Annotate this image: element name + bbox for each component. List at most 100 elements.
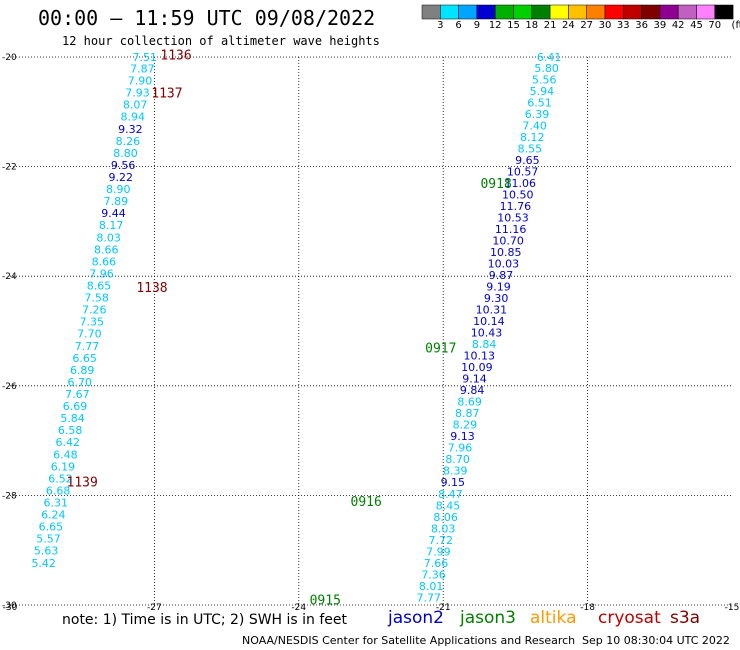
colorbar-tick-label: 15 (507, 20, 520, 31)
pass-id-label: 0917 (425, 341, 456, 356)
wave-height-value: 6.65 (72, 352, 97, 365)
wave-height-value: 7.35 (80, 316, 105, 329)
colorbar-swatch (623, 4, 642, 20)
wave-height-value: 8.69 (457, 396, 482, 409)
wave-height-value: 9.22 (108, 171, 133, 184)
wave-height-value: 6.48 (53, 448, 78, 461)
colorbar-swatch (549, 4, 569, 20)
wave-height-value: 7.93 (125, 87, 150, 100)
wave-height-value: 8.26 (116, 135, 141, 148)
colorbar-tick-label: 3 (437, 20, 444, 31)
pass-id-label: 1137 (151, 87, 182, 102)
legend-entry-jason2: jason2 (388, 608, 444, 628)
wave-height-value: 9.65 (515, 154, 540, 167)
legend-entry-s3a: s3a (670, 608, 701, 628)
wave-height-value: 6.24 (41, 509, 66, 522)
wave-height-value: 7.90 (128, 75, 153, 88)
wave-height-value: 8.01 (419, 580, 444, 593)
wave-height-value: 7.89 (104, 195, 129, 208)
y-tick-label: -30 (2, 601, 17, 611)
wave-height-value: 6.69 (63, 400, 88, 413)
wave-height-value: 7.66 (424, 557, 449, 570)
colorbar-tick-label: 9 (473, 20, 481, 31)
wave-height-value: 8.03 (431, 522, 456, 535)
wave-height-value: 8.87 (455, 407, 480, 420)
wave-height-value: 7.77 (75, 340, 100, 353)
wave-height-value: 5.57 (36, 533, 61, 546)
wave-height-value: 6.89 (70, 364, 95, 377)
wave-height-value: 9.13 (450, 430, 475, 443)
wave-height-value: 7.70 (77, 328, 102, 341)
wave-height-value: 7.36 (421, 568, 446, 581)
wave-height-value: 9.87 (489, 269, 514, 282)
wave-height-value: 5.42 (31, 557, 56, 570)
wave-height-value: 9.84 (460, 384, 485, 397)
wave-height-value: 10.57 (507, 166, 539, 179)
generated-timestamp: Sep 10 08:30:04 UTC 2022 (582, 634, 730, 647)
x-tick-label: -18 (580, 603, 595, 613)
wave-height-value: 6.41 (537, 51, 562, 64)
wave-height-value: 6.51 (527, 96, 552, 109)
wave-height-value: 7.51 (133, 51, 158, 64)
colorbar-unit: (ft) (731, 20, 740, 31)
legend-entry-jason3: jason3 (460, 608, 516, 628)
y-tick-label: -24 (2, 272, 17, 282)
wave-height-value: 8.65 (87, 280, 112, 293)
wave-height-value: 9.15 (441, 476, 466, 489)
wave-height-value: 10.31 (476, 304, 508, 317)
wave-height-value: 5.80 (534, 62, 559, 75)
pass-id-label: 1138 (136, 281, 167, 296)
wave-height-value: 8.70 (445, 453, 470, 466)
pass-id-label: 1136 (160, 48, 191, 63)
colorbar-swatch (494, 4, 514, 20)
colorbar-tick-label: 33 (616, 20, 630, 31)
wave-height-value: 8.66 (94, 243, 119, 256)
chart-title: 00:00 – 11:59 UTC 09/08/2022 (38, 6, 376, 30)
colorbar-swatch (458, 4, 478, 20)
wave-height-value: 7.87 (130, 63, 155, 76)
wave-height-value: 7.96 (89, 267, 114, 280)
colorbar-swatch (659, 4, 679, 20)
wave-height-value: 7.72 (429, 534, 454, 547)
y-tick-label: -22 (2, 163, 17, 173)
wave-height-value: 10.70 (492, 235, 524, 248)
footnote: note: 1) Time is in UTC; 2) SWH is in fe… (62, 612, 348, 628)
colorbar-tick-label: 21 (543, 20, 557, 31)
colorbar-tick-label: 30 (598, 20, 612, 31)
colorbar-swatch (568, 4, 587, 20)
pass-id-label: 1139 (67, 476, 98, 491)
wave-height-value: 8.06 (433, 511, 458, 524)
colorbar-swatch (531, 4, 551, 20)
wave-height-value: 8.17 (99, 219, 124, 232)
wave-height-value: 6.19 (51, 460, 76, 473)
wave-height-value: 10.43 (471, 327, 503, 340)
colorbar-swatch (513, 4, 533, 20)
wave-height-value: 8.47 (438, 488, 463, 501)
wave-height-value: 10.53 (497, 212, 529, 225)
wave-height-value: 5.56 (532, 73, 557, 86)
wave-height-value: 8.90 (106, 183, 131, 196)
wave-height-value: 6.68 (46, 484, 71, 497)
colorbar-swatch (714, 4, 734, 20)
wave-height-value: 8.29 (453, 419, 478, 432)
wave-height-value: 6.58 (58, 424, 83, 437)
colorbar-tick-label: 24 (562, 20, 575, 31)
colorbar-swatch (604, 4, 624, 20)
x-tick-label: -30 (3, 603, 18, 613)
wave-height-value: 8.55 (518, 143, 543, 156)
wave-height-value: 9.44 (101, 207, 126, 220)
wave-height-value: 7.58 (84, 292, 109, 305)
wave-height-value: 7.40 (522, 120, 547, 133)
wave-height-value: 8.03 (96, 231, 121, 244)
wave-height-value: 8.12 (520, 131, 545, 144)
colorbar-tick-label: 36 (635, 20, 648, 31)
colorbar-swatch (641, 4, 661, 20)
wave-height-value: 10.03 (488, 258, 520, 271)
wave-height-value: 10.09 (461, 361, 493, 374)
pass-id-label: 0916 (351, 495, 382, 510)
colorbar-tick-label: 6 (455, 20, 462, 31)
wave-height-value: 8.07 (123, 99, 148, 112)
wave-height-value: 6.39 (525, 108, 550, 121)
colorbar-tick-label: 45 (690, 20, 703, 31)
